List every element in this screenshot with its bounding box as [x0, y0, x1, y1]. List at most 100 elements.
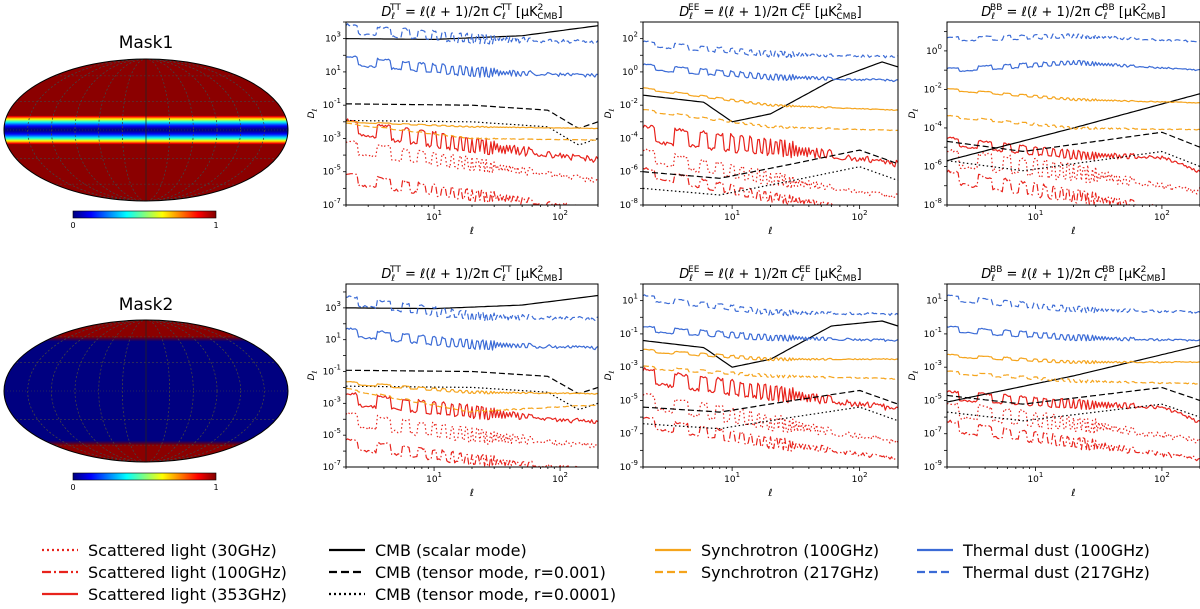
legend-label: Scattered light (30GHz) [88, 540, 277, 560]
y-tick-label: 103 [325, 31, 341, 45]
series-lines [947, 294, 1200, 462]
y-axis-label: Dℓ [604, 370, 616, 380]
y-tick-label: 10-8 [924, 197, 942, 211]
y-axis-label: Dℓ [908, 370, 920, 380]
series-line [643, 63, 898, 83]
series-line [947, 387, 1200, 405]
x-axis-label: ℓ [768, 488, 772, 499]
y-tick-label: 10-3 [323, 395, 341, 409]
legend-item: Thermal dust (100GHz) [915, 539, 1150, 561]
series-line [643, 392, 898, 444]
x-tick-label: 102 [852, 209, 868, 223]
series-line [346, 122, 598, 141]
legend-label: CMB (tensor mode, r=0.0001) [375, 584, 617, 604]
y-axis: 10-8 10-6 10-4 10-2 100 102 Dℓ [604, 21, 643, 211]
legend-label: Thermal dust (217GHz) [963, 562, 1150, 582]
x-axis: 101 102 ℓ [345, 205, 599, 237]
series-line [346, 369, 598, 395]
y-tick-label: 10-7 [924, 426, 942, 440]
y-tick-label: 10-5 [620, 392, 638, 406]
legend-item: Scattered light (100GHz) [40, 561, 287, 583]
y-axis: 10-9 10-7 10-5 10-3 10-1 101 Dℓ [908, 283, 947, 473]
x-axis-label: ℓ [768, 226, 772, 237]
spectrum-panel-mask1-tt: DℓTT = ℓ(ℓ + 1)/2π CℓTT [μK2 CMB]101 102ℓ1… [307, 3, 599, 237]
y-tick-label: 101 [325, 64, 341, 78]
series-line [643, 124, 898, 168]
y-tick-label: 10-4 [620, 130, 639, 144]
y-tick-label: 10-3 [323, 130, 341, 144]
legend-swatch [655, 548, 691, 552]
series-line [346, 385, 598, 411]
y-tick-label: 10-5 [924, 392, 942, 406]
series-line [346, 103, 598, 129]
x-axis: 101 102 ℓ [946, 467, 1200, 499]
legend-swatch [917, 548, 953, 552]
mask-outline [3, 58, 289, 202]
y-tick-label: 10-8 [620, 197, 638, 211]
legend-item: Synchrotron (100GHz) [653, 539, 879, 561]
series-line [346, 387, 598, 414]
axes-frame [946, 21, 1200, 206]
spectrum-panel-mask1-ee: DℓEE = ℓ(ℓ + 1)/2π CℓEE [μK2 CMB]101 102ℓ1… [604, 3, 899, 237]
y-tick-label: 102 [622, 31, 638, 45]
series-line [643, 87, 898, 111]
series-line [346, 23, 598, 45]
x-tick-label: 102 [1154, 471, 1170, 485]
series-line [947, 150, 1200, 172]
y-tick-label: 10-7 [323, 459, 341, 473]
series-line [643, 365, 898, 380]
colorbar-max-label: 1 [213, 221, 218, 230]
series-line [643, 406, 898, 430]
axes-frame [345, 283, 599, 468]
colorbar-min-label: 0 [70, 221, 75, 230]
legend-label: Synchrotron (100GHz) [701, 540, 880, 560]
series-line [947, 325, 1200, 342]
series-line [643, 416, 898, 461]
legend-swatch [917, 570, 953, 574]
panel-title: DℓEE = ℓ(ℓ + 1)/2π CℓEE [μK2 CMB] [679, 3, 861, 22]
series-line [346, 140, 598, 183]
series-line [346, 118, 598, 163]
y-tick-label: 10-3 [620, 359, 638, 373]
legend-swatch [42, 592, 78, 596]
series-line [947, 403, 1200, 422]
legend-item: Scattered light (353GHz) [40, 583, 287, 605]
x-axis-label: ℓ [470, 226, 474, 237]
legend-item: CMB (tensor mode, r=0.0001) [327, 583, 616, 605]
series-line [346, 411, 598, 449]
legend-item: CMB (tensor mode, r=0.001) [327, 561, 606, 583]
y-axis-label: Dℓ [908, 108, 920, 118]
x-axis: 101 102 ℓ [345, 467, 599, 499]
x-axis: 101 102 ℓ [642, 205, 899, 237]
series-line [947, 59, 1200, 73]
series-line [643, 294, 898, 317]
x-tick-label: 102 [1154, 209, 1170, 223]
figure-canvas: Mask1 0 1 Mask2 0 1 DℓTT = ℓ(ℓ + 1)/2π CℓTT [μ… [3, 3, 1200, 499]
x-tick-label: 101 [724, 471, 740, 485]
legend-label: CMB (scalar mode) [375, 540, 527, 560]
series-line [346, 392, 598, 424]
legend-swatch [42, 548, 78, 552]
colorbar-max-label: 1 [213, 483, 218, 492]
legend-swatch [329, 548, 365, 552]
y-axis: 10-7 10-5 10-3 10-1 101 103 Dℓ [307, 21, 346, 211]
y-tick-label: 10-1 [620, 326, 638, 340]
series-line [346, 381, 598, 395]
series-line [947, 370, 1200, 385]
series-lines [947, 33, 1200, 205]
series-line [643, 367, 898, 411]
legend-label: CMB (tensor mode, r=0.001) [375, 562, 606, 582]
y-tick-label: 10-5 [323, 164, 341, 178]
series-line [947, 294, 1200, 314]
legend-label: Scattered light (353GHz) [88, 584, 287, 604]
y-tick-label: 101 [325, 332, 341, 346]
series-line [346, 173, 582, 205]
legend-item: Synchrotron (217GHz) [653, 561, 879, 583]
series-line [947, 353, 1200, 365]
spectrum-panel-mask1-bb: DℓBB = ℓ(ℓ + 1)/2π CℓBB [μK2 CMB]101 102ℓ1… [908, 3, 1200, 237]
series-line [643, 167, 848, 205]
legend: Scattered light (30GHz) Scattered light (… [0, 535, 1200, 609]
y-tick-label: 100 [926, 43, 942, 57]
spectrum-panel-mask2-tt: DℓTT = ℓ(ℓ + 1)/2π CℓTT [μK2 CMB]101 102ℓ1… [307, 265, 599, 499]
series-line [947, 131, 1200, 152]
